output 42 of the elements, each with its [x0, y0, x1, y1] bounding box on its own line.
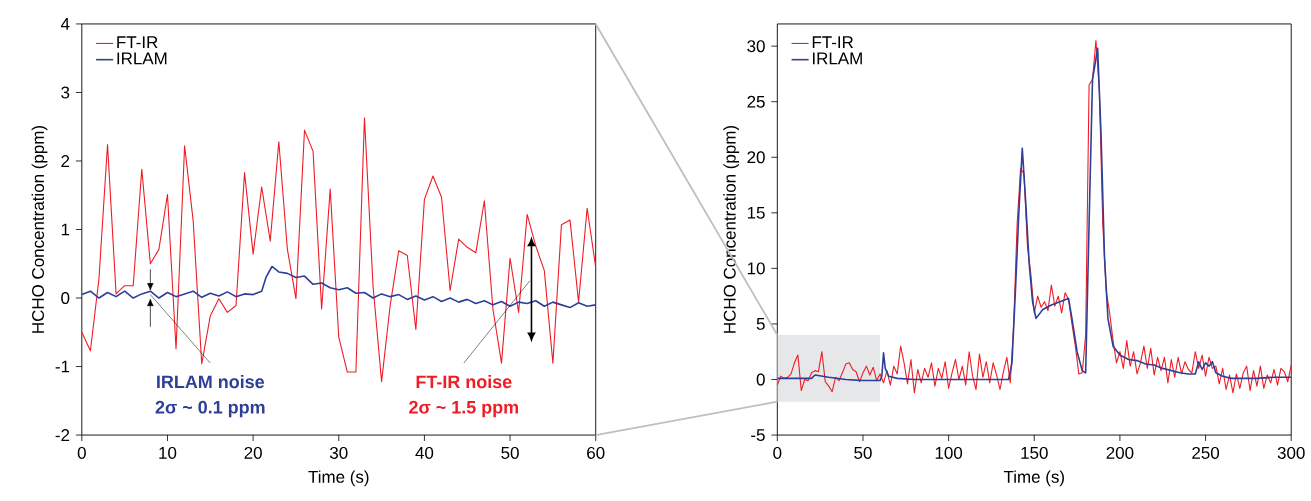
annotation: FT-IR noise [416, 375, 512, 389]
x-tick-label: 100 [935, 446, 963, 459]
x-tick-label: 60 [587, 446, 605, 459]
annotation: IRLAM noise [157, 375, 265, 389]
x-tick-label: 0 [77, 446, 86, 459]
x-tick-label: 0 [773, 446, 782, 459]
x-tick-label: 150 [1021, 446, 1048, 459]
line-series [81, 265, 596, 309]
annotation: 2σ ~ 1.5 ppm [409, 400, 518, 418]
x-tick-label: 50 [854, 446, 872, 459]
x-tick-label: 200 [1106, 446, 1134, 459]
y-tick-label: 2 [61, 155, 70, 167]
legend-label: IRLAM [812, 52, 862, 65]
x-tick-label: 30 [329, 446, 348, 459]
y-axis-title: HCHO Concentration (ppm) [31, 125, 48, 333]
y-tick-label: -2 [55, 429, 70, 442]
annotation: 2σ ~ 0.1 ppm [155, 400, 265, 418]
y-tick-label: 10 [747, 262, 765, 275]
y-tick-label: -1 [55, 360, 70, 373]
y-tick-label: 15 [747, 206, 765, 219]
x-axis-title: Time (s) [1003, 470, 1064, 487]
y-tick-label: 0 [756, 373, 765, 386]
x-tick-label: 50 [501, 446, 519, 459]
legend-label: IRLAM [117, 52, 167, 65]
x-tick-label: 20 [244, 446, 262, 459]
y-tick-label: 30 [747, 40, 765, 53]
y-tick-label: 20 [747, 151, 765, 164]
y-tick-label: 4 [60, 18, 70, 30]
y-tick-label: -5 [751, 429, 765, 442]
y-tick-label: 25 [747, 95, 765, 108]
x-axis-title: Time (s) [308, 470, 369, 487]
legend-label: FT-IR [812, 36, 854, 49]
y-tick-label: 0 [61, 292, 70, 305]
y-tick-label: 1 [61, 223, 70, 236]
x-tick-label: 250 [1192, 446, 1220, 459]
x-tick-label: 10 [159, 446, 177, 459]
y-tick-label: 5 [756, 318, 765, 330]
legend-label: FT-IR [117, 36, 158, 49]
x-tick-label: 300 [1277, 446, 1305, 459]
y-axis-title: HCHO Concentration (ppm) [723, 125, 740, 333]
x-tick-label: 40 [415, 446, 434, 459]
y-tick-label: 3 [61, 86, 70, 99]
